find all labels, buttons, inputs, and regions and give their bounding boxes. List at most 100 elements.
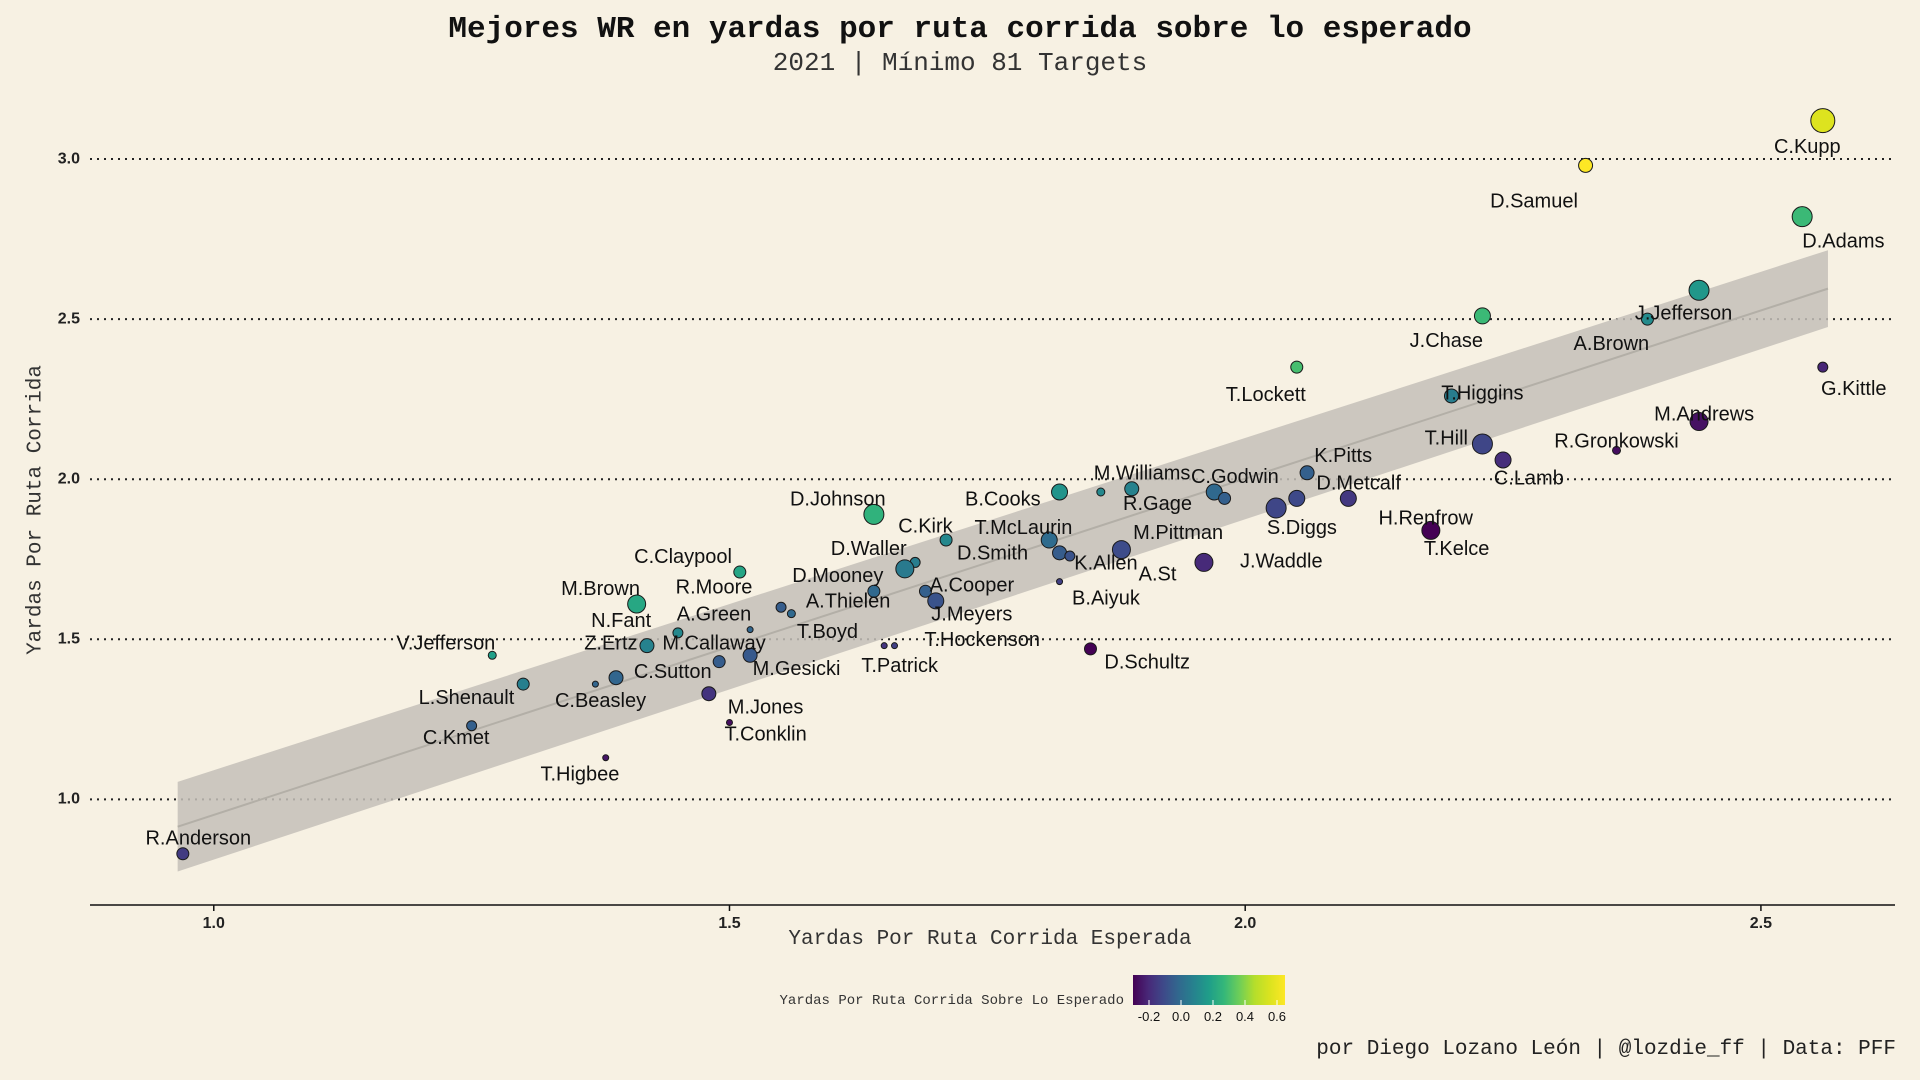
- label-T.Hockenson: T.Hockenson: [924, 629, 1040, 651]
- colorbar-tick-label: -0.2: [1138, 1009, 1160, 1024]
- point-C.Lamb: [1494, 451, 1512, 469]
- grid-lines: [90, 158, 1895, 801]
- label-M.Brown: M.Brown: [561, 578, 640, 600]
- trend-band: [177, 250, 1829, 872]
- point-T.Conklin: [725, 719, 733, 727]
- point-C.Kupp: [1810, 108, 1836, 134]
- point-B.Cooks: [1051, 483, 1069, 501]
- label-C.Kirk: C.Kirk: [898, 515, 953, 537]
- label-T.Lockett: T.Lockett: [1226, 384, 1306, 406]
- label-T.Hill: T.Hill: [1425, 427, 1468, 449]
- point-C.Claypool: [733, 565, 747, 579]
- label-L.Shenault: L.Shenault: [419, 687, 515, 709]
- point-K.Pitts: [1299, 465, 1315, 481]
- label-C.Kupp: C.Kupp: [1774, 136, 1841, 158]
- point-R.Gage: [1096, 487, 1106, 497]
- point-T.McLaurin: [1040, 531, 1058, 549]
- label-S.Diggs: S.Diggs: [1267, 517, 1337, 539]
- point-J.Meyers: [927, 592, 945, 610]
- label-Z.Ertz: Z.Ertz: [584, 632, 637, 654]
- colorbar: -0.2 0.0 0.2 0.4 0.6: [1133, 975, 1286, 1024]
- label-T.Kelce: T.Kelce: [1424, 538, 1490, 560]
- label-D.Samuel: D.Samuel: [1490, 191, 1578, 213]
- label-J.Chase: J.Chase: [1410, 330, 1483, 352]
- label-B.Cooks: B.Cooks: [965, 488, 1041, 510]
- x-tick-label: 1.0: [203, 915, 225, 932]
- label-D.Schultz: D.Schultz: [1104, 652, 1190, 674]
- label-M.Pittman: M.Pittman: [1133, 522, 1223, 544]
- label-C.Lamb: C.Lamb: [1494, 467, 1564, 489]
- point-M.Callaway: [712, 655, 726, 669]
- point-D.Adams: [1791, 206, 1813, 228]
- label-B.Aiyuk: B.Aiyuk: [1072, 588, 1141, 610]
- label-A.Green: A.Green: [677, 604, 751, 626]
- point-R.Moore: [867, 584, 881, 598]
- point-M.Williams: [1124, 481, 1140, 497]
- label-R.Gage: R.Gage: [1123, 493, 1192, 515]
- x-tick-label: 1.5: [718, 915, 740, 932]
- y-axis-label: Yardas Por Ruta Corrida: [24, 365, 48, 655]
- chart-caption: por Diego Lozano León | @lozdie_ff | Dat…: [1316, 1038, 1896, 1061]
- point-C.Kirk: [939, 533, 953, 547]
- label-R.Moore: R.Moore: [676, 576, 753, 598]
- point-A.St: [1111, 540, 1131, 560]
- point-D.Metcalf: [1288, 489, 1306, 507]
- label-M.Callaway: M.Callaway: [662, 632, 765, 654]
- point-M.Jones: [701, 686, 717, 702]
- point-T.Boyd: [746, 626, 754, 634]
- point-M.Gesicki: [742, 647, 758, 663]
- colorbar-gradient: [1133, 975, 1285, 1005]
- label-J.Waddle: J.Waddle: [1240, 551, 1323, 573]
- point-H.Renfrow: [1339, 489, 1357, 507]
- label-D.Johnson: D.Johnson: [790, 488, 886, 510]
- point-M.Andrews: [1689, 412, 1709, 432]
- y-tick-label: 1.0: [58, 791, 80, 808]
- label-C.Sutton: C.Sutton: [634, 661, 712, 683]
- regression-line: [177, 287, 1829, 828]
- label-T.McLaurin: T.McLaurin: [975, 517, 1073, 539]
- point-C.Sutton: [608, 670, 624, 686]
- axes: 1.0 1.5 2.0 2.5 1.0 1.5 2.0 2.5 3.0: [58, 150, 1895, 932]
- point-T.Hill: [1471, 433, 1493, 455]
- point-R.Anderson: [176, 847, 190, 861]
- label-D.Waller: D.Waller: [831, 538, 907, 560]
- x-tick-label: 2.0: [1234, 915, 1256, 932]
- label-D.Smith: D.Smith: [957, 543, 1028, 565]
- colorbar-title: Yardas Por Ruta Corrida Sobre Lo Esperad…: [779, 993, 1124, 1009]
- y-tick-label: 3.0: [58, 150, 80, 167]
- label-J.Jefferson: J.Jefferson: [1635, 303, 1732, 325]
- colorbar-tick-label: 0.0: [1172, 1009, 1190, 1024]
- point-T.Kelce: [1421, 520, 1441, 540]
- y-tick-label: 1.5: [58, 630, 80, 647]
- label-M.Andrews: M.Andrews: [1654, 403, 1754, 425]
- label-J.Meyers: J.Meyers: [931, 604, 1012, 626]
- point-J.Chase: [1473, 307, 1491, 325]
- label-N.Fant: N.Fant: [591, 610, 651, 632]
- point-C.Kmet: [466, 720, 478, 732]
- point-C.Beasley: [591, 680, 599, 688]
- point-A.Brown: [1640, 312, 1654, 326]
- colorbar-tick-label: 0.4: [1236, 1009, 1254, 1024]
- data-points: [176, 108, 1836, 861]
- label-T.Conklin: T.Conklin: [724, 724, 806, 746]
- point-Z.Ertz: [639, 638, 655, 654]
- label-K.Allen: K.Allen: [1074, 552, 1137, 574]
- chart-title: Mejores WR en yardas por ruta corrida so…: [448, 12, 1472, 47]
- x-axis-label: Yardas Por Ruta Corrida Esperada: [788, 928, 1192, 951]
- point-D.Samuel: [1578, 157, 1594, 173]
- label-C.Claypool: C.Claypool: [634, 546, 732, 568]
- y-tick-label: 2.5: [58, 310, 80, 327]
- point-A.Green: [786, 609, 796, 619]
- label-M.Jones: M.Jones: [728, 696, 804, 718]
- label-V.Jefferson: V.Jefferson: [396, 632, 495, 654]
- point-R.Gronkowski: [1612, 445, 1622, 455]
- label-T.Higgins: T.Higgins: [1441, 383, 1523, 405]
- point-M.Brown: [627, 594, 647, 614]
- label-R.Gronkowski: R.Gronkowski: [1554, 431, 1678, 453]
- label-G.Kittle: G.Kittle: [1821, 378, 1887, 400]
- point-J.Jefferson: [1688, 279, 1710, 301]
- y-tick-label: 2.0: [58, 470, 80, 487]
- confidence-band: [177, 250, 1828, 872]
- point-T.Lockett: [1290, 360, 1304, 374]
